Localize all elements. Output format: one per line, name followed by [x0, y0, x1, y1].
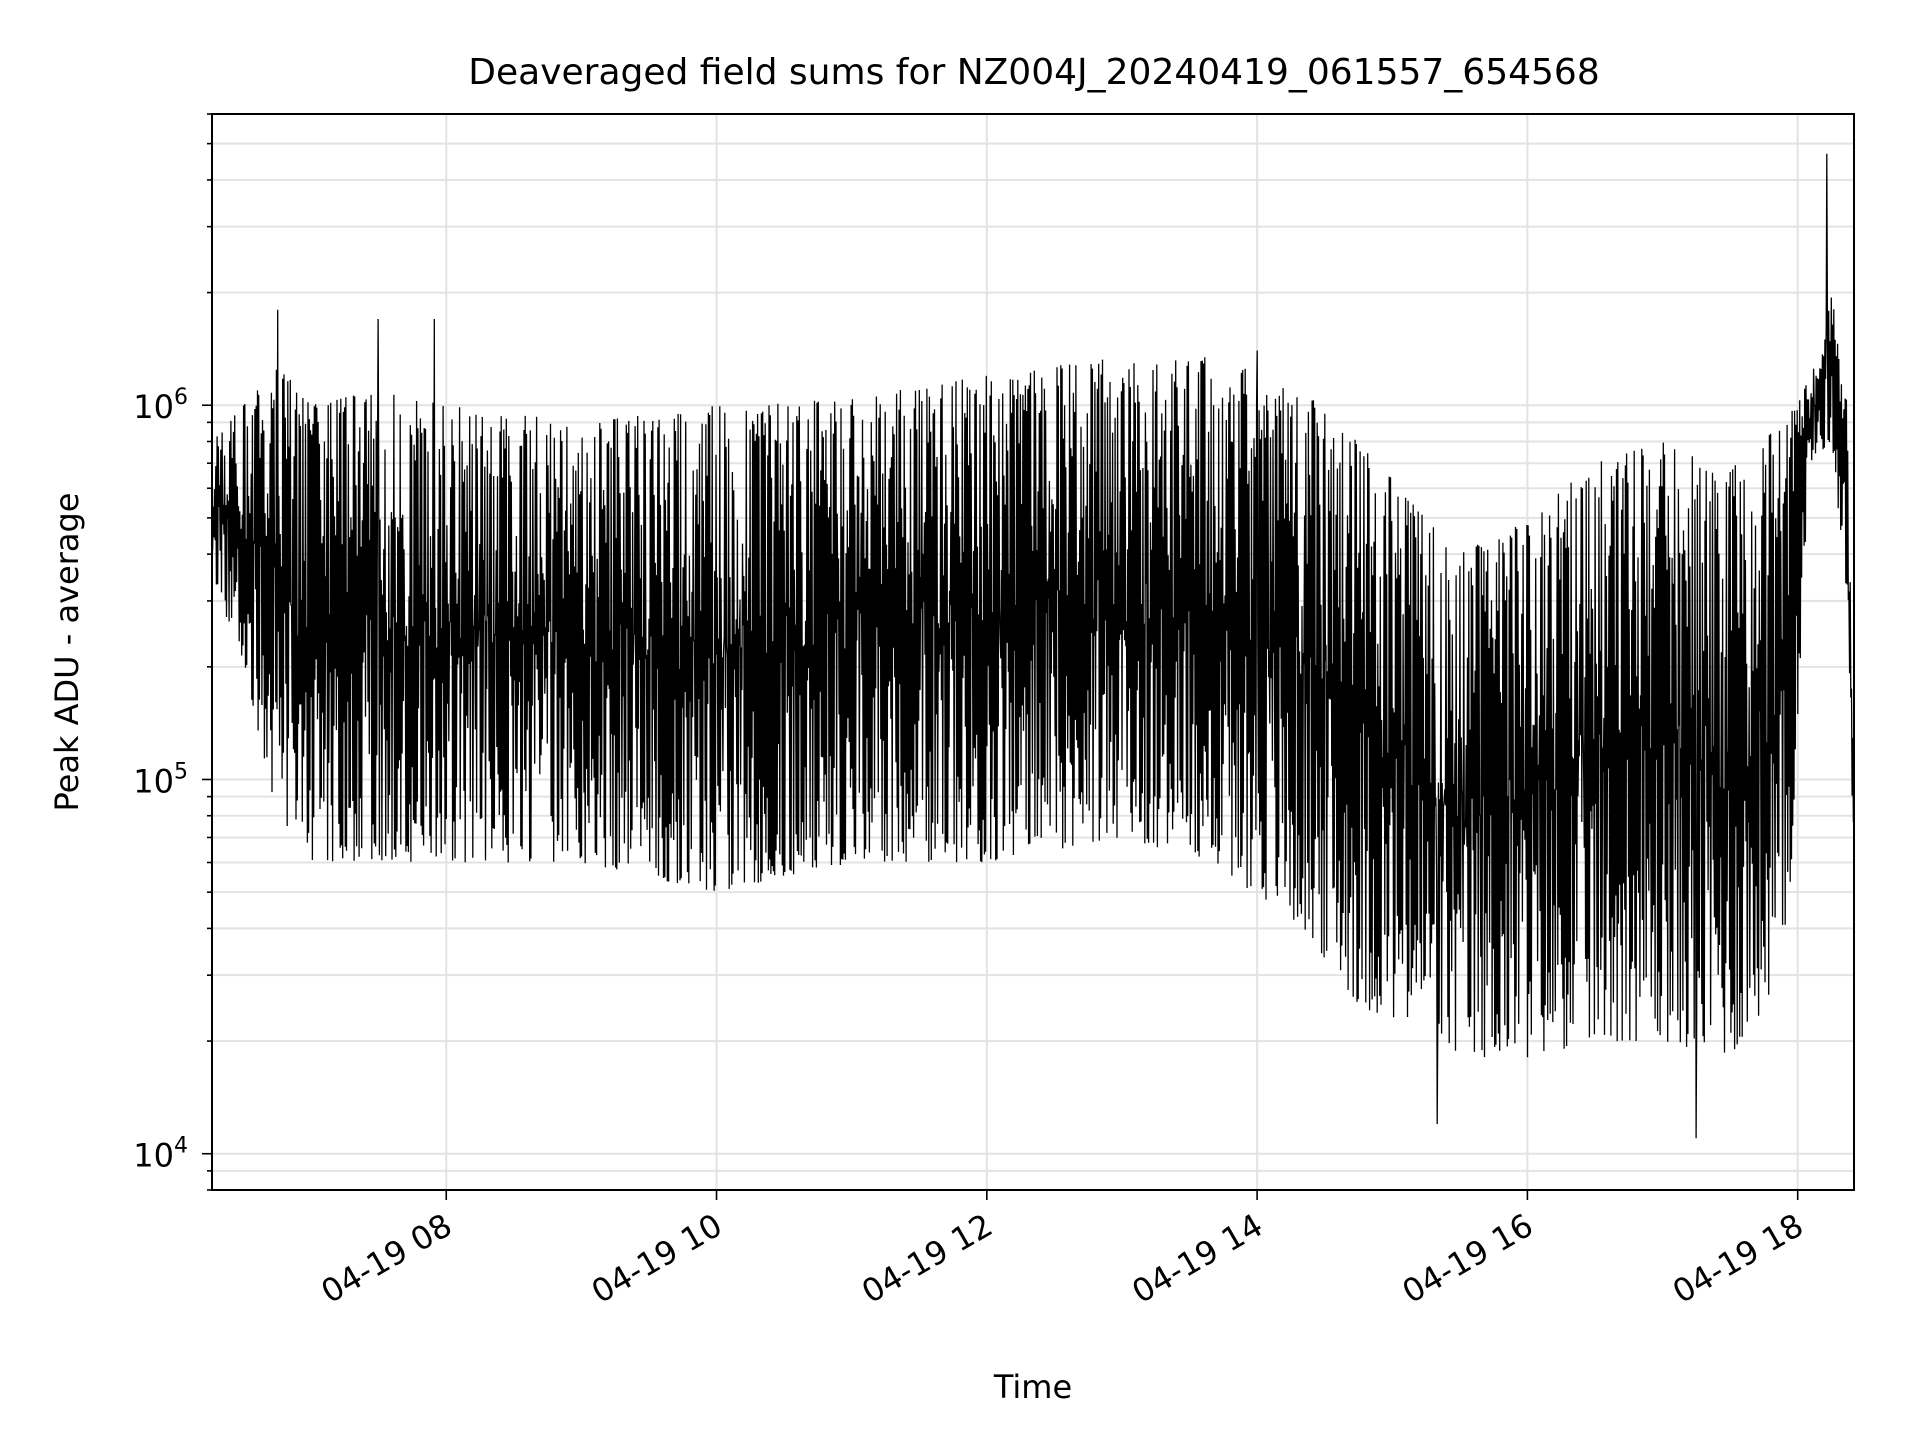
y-tick-exponent: 4 [174, 1134, 188, 1159]
y-tick-base: 10 [133, 1137, 174, 1175]
chart-title: Deaveraged field sums for NZ004J_2024041… [468, 52, 1599, 93]
series-path [212, 153, 1854, 1139]
y-axis-label: Peak ADU - average [48, 493, 86, 812]
y-tick-exponent: 6 [174, 385, 188, 410]
plot-frame [211, 113, 1855, 1191]
y-tick-base: 10 [133, 762, 174, 800]
y-tick-base: 10 [133, 388, 174, 426]
x-axis-label: Time [993, 1368, 1072, 1406]
series-line [212, 153, 1854, 1139]
y-tick-label: 105 [133, 759, 188, 800]
y-tick-label: 106 [133, 385, 188, 426]
y-tick-exponent: 5 [174, 759, 188, 784]
y-tick-label: 104 [133, 1134, 188, 1175]
